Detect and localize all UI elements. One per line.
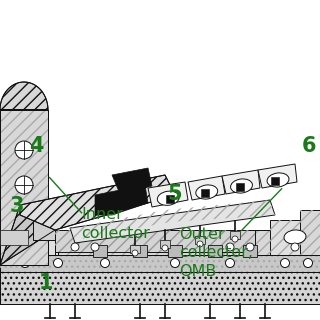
Bar (0, 255, 320, 272)
Circle shape (226, 259, 235, 268)
Circle shape (132, 250, 138, 256)
Circle shape (246, 243, 254, 251)
Polygon shape (112, 168, 152, 194)
Polygon shape (258, 164, 297, 188)
Bar (243, 245, 257, 257)
Circle shape (53, 259, 62, 268)
Bar (0, 272, 320, 304)
Bar (168, 245, 182, 257)
Circle shape (15, 141, 33, 159)
Circle shape (232, 236, 238, 242)
Circle shape (15, 176, 33, 194)
Bar (195, 236, 205, 244)
Bar (236, 183, 244, 191)
Bar (208, 245, 222, 257)
Text: 1: 1 (39, 273, 54, 293)
Text: Outer
collector,
QMB: Outer collector, QMB (179, 227, 253, 279)
Bar (166, 195, 174, 203)
Polygon shape (70, 200, 275, 243)
Text: 5: 5 (167, 184, 182, 204)
Bar (55, 230, 255, 252)
Circle shape (226, 243, 234, 251)
Circle shape (303, 259, 313, 268)
Circle shape (71, 243, 79, 251)
Bar (0, 255, 320, 272)
Ellipse shape (196, 185, 218, 199)
Polygon shape (0, 82, 48, 110)
Bar (271, 177, 279, 185)
Circle shape (197, 241, 203, 247)
Bar (0, 272, 320, 304)
Ellipse shape (157, 191, 179, 205)
Ellipse shape (231, 179, 252, 193)
Circle shape (162, 245, 168, 251)
Bar (33, 215, 55, 240)
Bar (270, 220, 320, 255)
Ellipse shape (267, 173, 289, 187)
Bar (130, 245, 140, 253)
Bar (300, 210, 320, 255)
Bar (270, 220, 320, 255)
Ellipse shape (284, 230, 306, 244)
Bar (0, 110, 48, 265)
Polygon shape (95, 185, 148, 215)
Polygon shape (222, 170, 260, 194)
Bar (133, 245, 147, 257)
Bar (0, 255, 320, 272)
Bar (55, 230, 310, 255)
Bar (55, 230, 310, 255)
Bar (0, 238, 58, 255)
Text: Inner
collector: Inner collector (82, 207, 150, 241)
Bar (160, 240, 170, 248)
Bar (55, 230, 255, 252)
Circle shape (281, 259, 290, 268)
Polygon shape (188, 176, 225, 200)
Polygon shape (20, 175, 175, 230)
Circle shape (20, 259, 29, 268)
Circle shape (291, 243, 299, 251)
Bar (0, 110, 48, 265)
Polygon shape (148, 182, 188, 207)
Bar (201, 189, 209, 197)
Bar (55, 230, 310, 255)
Circle shape (100, 259, 109, 268)
Bar (0, 238, 58, 255)
Polygon shape (0, 205, 55, 265)
Text: 6: 6 (301, 136, 316, 156)
Bar (230, 231, 240, 239)
Text: 4: 4 (29, 136, 44, 156)
Text: 3: 3 (9, 196, 24, 216)
Bar (300, 210, 320, 255)
Bar (0, 110, 48, 265)
Bar (0, 230, 28, 245)
Circle shape (171, 259, 180, 268)
Bar (93, 245, 107, 257)
Circle shape (91, 243, 99, 251)
